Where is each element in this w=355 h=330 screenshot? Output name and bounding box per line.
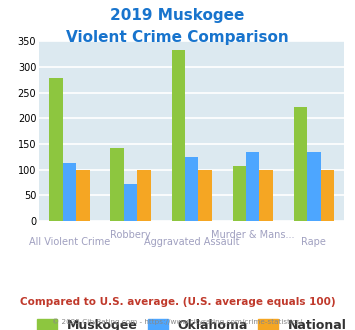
- Bar: [321, 170, 334, 221]
- Bar: [246, 152, 260, 221]
- Text: Aggravated Assault: Aggravated Assault: [144, 237, 240, 247]
- Text: All Violent Crime: All Violent Crime: [29, 237, 110, 247]
- Bar: [124, 183, 137, 221]
- Bar: [307, 152, 321, 221]
- Bar: [137, 170, 151, 221]
- Bar: [198, 170, 212, 221]
- Bar: [171, 50, 185, 221]
- Bar: [185, 157, 198, 221]
- Bar: [294, 107, 307, 221]
- Bar: [110, 148, 124, 221]
- Bar: [63, 163, 76, 221]
- Text: Compared to U.S. average. (U.S. average equals 100): Compared to U.S. average. (U.S. average …: [20, 297, 335, 307]
- Text: © 2025 CityRating.com - https://www.cityrating.com/crime-statistics/: © 2025 CityRating.com - https://www.city…: [53, 318, 302, 325]
- Bar: [233, 166, 246, 221]
- Text: Murder & Mans...: Murder & Mans...: [211, 230, 295, 240]
- Bar: [260, 170, 273, 221]
- Text: 2019 Muskogee: 2019 Muskogee: [110, 8, 245, 23]
- Bar: [49, 78, 63, 221]
- Text: Violent Crime Comparison: Violent Crime Comparison: [66, 30, 289, 45]
- Text: Rape: Rape: [301, 237, 326, 247]
- Bar: [76, 170, 90, 221]
- Legend: Muskogee, Oklahoma, National: Muskogee, Oklahoma, National: [32, 314, 352, 330]
- Text: Robbery: Robbery: [110, 230, 151, 240]
